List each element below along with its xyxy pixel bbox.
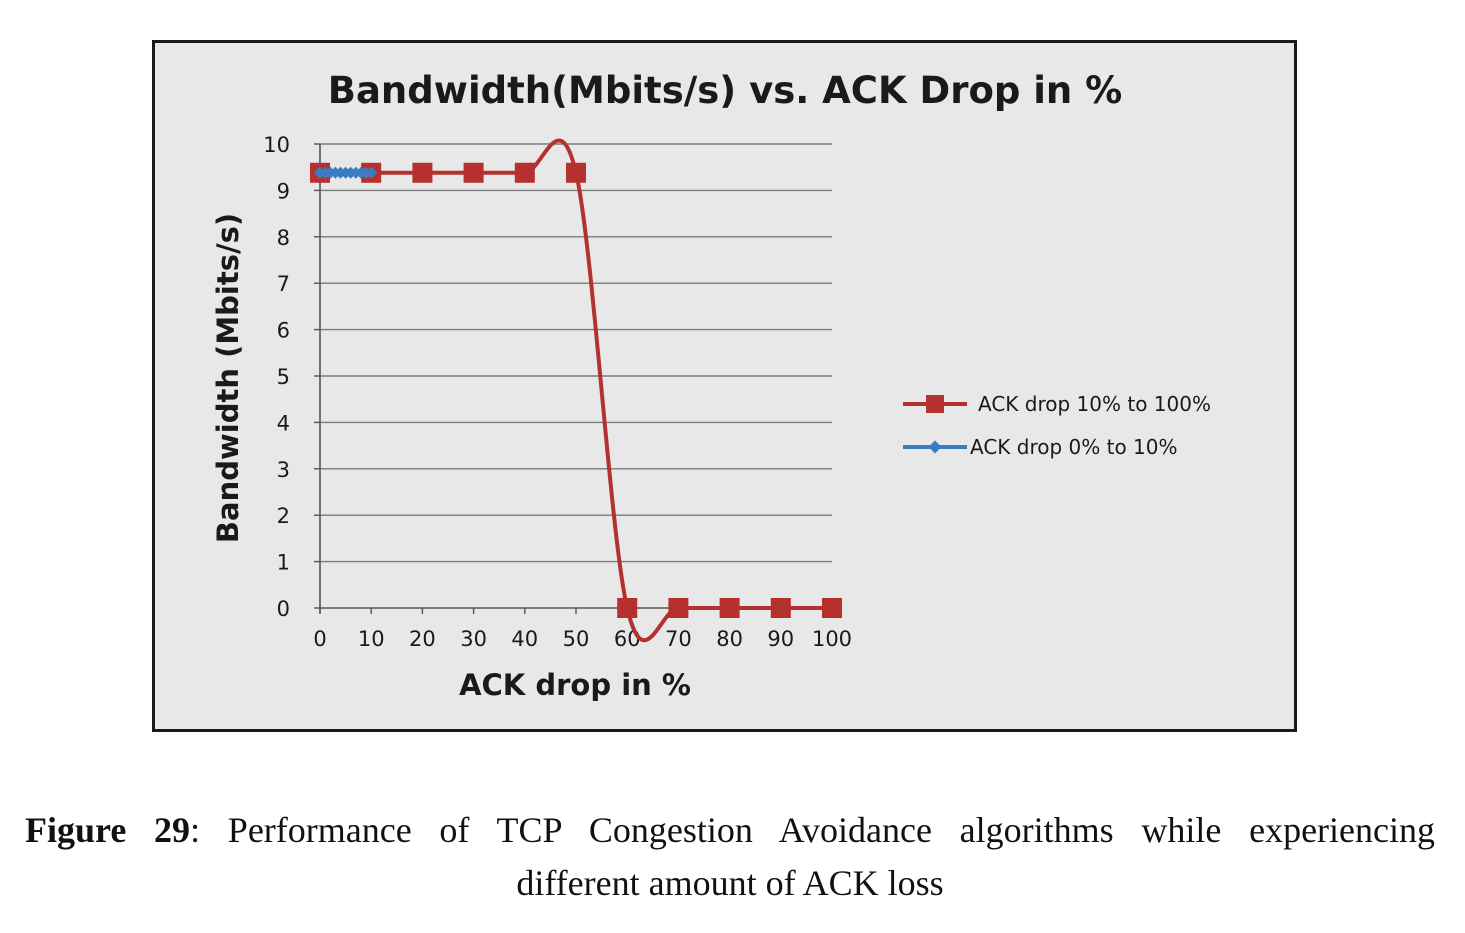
legend-label: ACK drop 10% to 100% (978, 392, 1211, 416)
x-tick-label: 90 (767, 627, 794, 651)
x-tick-label: 0 (313, 627, 326, 651)
x-tick-label: 10 (358, 627, 385, 651)
x-tick-label: 40 (511, 627, 538, 651)
plot-series (310, 138, 842, 643)
series-red-point (668, 598, 689, 618)
caption-line-1: Figure 29: Performance of TCP Congestion… (25, 804, 1435, 857)
x-axis-label: ACK drop in % (459, 668, 691, 702)
x-tick-label: 30 (460, 627, 487, 651)
series-red-point (412, 162, 433, 183)
caption-text-1: : Performance of TCP Congestion Avoidanc… (190, 810, 1435, 850)
series-blue-point (365, 166, 378, 179)
caption-line-2: different amount of ACK loss (516, 863, 944, 903)
chart-svg: Bandwidth(Mbits/s) vs. ACK Drop in % 0 1 2… (211, 69, 1211, 702)
x-tick-label: 60 (614, 627, 641, 651)
series-red-point (617, 598, 638, 618)
series-red-point (770, 598, 791, 618)
y-tick-label: 3 (277, 458, 290, 482)
y-tick-label: 6 (277, 319, 290, 343)
figure-caption: Figure 29: Performance of TCP Congestion… (25, 804, 1435, 910)
legend-swatch-marker (926, 395, 944, 413)
x-tick-label: 80 (716, 627, 743, 651)
legend-swatch-marker (928, 440, 942, 454)
y-axis-label: Bandwidth (Mbits/s) (211, 213, 245, 543)
series-red-point (822, 598, 842, 618)
y-tick-label: 5 (277, 365, 290, 389)
y-tick-label: 1 (277, 551, 290, 575)
y-tick-label: 2 (277, 504, 290, 528)
series-red-point (566, 162, 586, 183)
x-tick-label: 70 (665, 627, 692, 651)
y-tick-label: 0 (277, 597, 290, 621)
series-red-point (463, 162, 484, 183)
x-tick-label: 20 (409, 627, 436, 651)
series-red-line (320, 138, 832, 643)
y-tick-label: 4 (277, 411, 290, 435)
y-tick-label: 7 (277, 272, 290, 296)
y-tick-label: 8 (277, 226, 290, 250)
x-tick-label: 100 (812, 627, 852, 651)
y-tick-label: 10 (263, 133, 290, 157)
x-tick-label: 50 (563, 627, 590, 651)
series-red-point (514, 162, 535, 183)
legend-label: ACK drop 0% to 10% (970, 435, 1178, 459)
grid-lines (320, 143, 832, 563)
chart-title: Bandwidth(Mbits/s) vs. ACK Drop in % (328, 69, 1122, 112)
series-red-point (719, 598, 740, 618)
y-tick-label: 9 (277, 179, 290, 203)
legend: ACK drop 10% to 100% ACK drop 0% to 10% (903, 392, 1211, 459)
chart-figure: Bandwidth(Mbits/s) vs. ACK Drop in % 0 1 2… (152, 40, 1297, 732)
caption-figure-label: Figure 29 (25, 810, 191, 850)
